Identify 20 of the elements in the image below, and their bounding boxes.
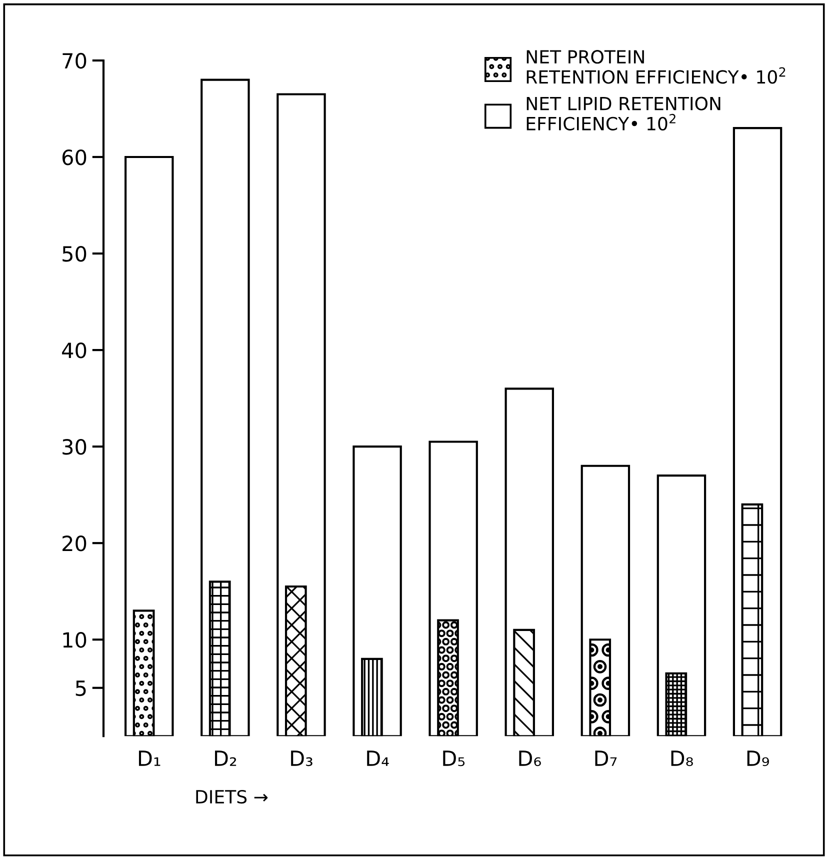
x-tick-label: D₅ — [443, 750, 465, 766]
y-tick-label: 20 — [62, 536, 86, 552]
x-tick-label: D₈ — [671, 750, 693, 766]
x-tick-label: D₂ — [215, 750, 236, 766]
y-tick-label: 60 — [62, 149, 86, 166]
y-tick-label: 30 — [62, 439, 86, 455]
x-tick-label: D₃ — [291, 750, 312, 766]
legend-label: NET PROTEIN RETENTION EFFICIENCY• 10$^{2}$ — [526, 50, 786, 84]
x-tick-label: D₁ — [138, 750, 160, 766]
y-tick-label: 50 — [62, 246, 86, 262]
x-tick-label: D₄ — [367, 750, 389, 766]
y-tick-label: 70 — [62, 52, 86, 69]
x-axis-title: DIETS → — [196, 790, 268, 804]
x-tick-label: D₆ — [519, 750, 541, 766]
legend-label: NET LIPID RETENTION EFFICIENCY• 10$^{2}$ — [526, 96, 720, 130]
y-tick-label: 10 — [63, 632, 86, 648]
x-tick-label: D₇ — [595, 750, 617, 766]
x-tick-label: D₉ — [747, 750, 769, 766]
y-tick-label: 40 — [62, 342, 86, 358]
y-tick-label: 5 — [76, 680, 86, 696]
